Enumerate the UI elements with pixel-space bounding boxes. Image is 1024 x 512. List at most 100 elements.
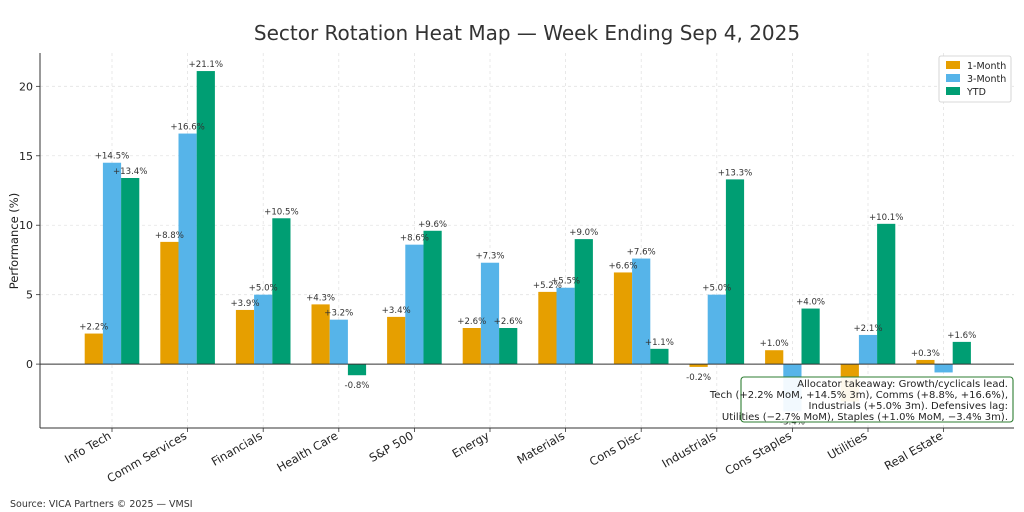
bar-ytd-health-care [347,364,367,376]
legend-label-1-month: 1-Month [967,61,1006,72]
x-tick-label: Comm Services [104,428,189,485]
bar-1-month-info-tech [84,333,103,365]
bar-3-month-real-estate [934,364,953,373]
bar-1-month-health-care [311,304,330,365]
annotation-line: Tech (+2.2% MoM, +14.5% 3m), Comms (+8.8… [709,390,1008,401]
y-axis-label: Performance (%) [7,193,21,289]
bar-1-month-cons-staples [765,350,784,365]
bar-1-month-cons-disc [613,272,633,365]
bar-ytd-info-tech [121,178,140,365]
data-label-1-month: +0.3% [911,349,940,359]
legend-label-ytd: YTD [966,87,986,98]
bar-ytd-cons-staples [801,308,820,365]
legend-swatch-1-month [946,61,960,69]
annotation-box: Allocator takeaway: Growth/cyclicals lea… [709,376,1014,423]
data-label-3-month: +5.0% [249,284,278,294]
data-label-3-month: +5.5% [551,277,580,287]
annotation-frame [740,376,1014,423]
y-tick-label: 5 [26,289,33,302]
x-tick-label: Industrials [659,428,718,470]
bar-3-month-financials [254,294,273,365]
bar-1-month-industrials [689,364,708,367]
y-tick-label: 10 [19,219,33,232]
bar-ytd-financials [272,218,291,365]
annotation-line: Utilities (−2.7% MoM), Staples (+1.0% Mo… [722,412,1008,423]
data-label-3-month: +14.5% [95,152,130,162]
bar-3-month-comm-services [178,133,197,365]
bar-ytd-comm-services [196,71,215,365]
data-label-ytd: +13.3% [718,168,753,178]
x-tick-label: Info Tech [62,428,113,466]
data-label-1-month: +2.2% [79,323,108,333]
data-label-3-month: +7.3% [475,252,504,262]
bar-1-month-materials [538,291,557,365]
x-tick-label: Cons Staples [722,428,793,477]
y-tick-label: 0 [26,358,33,371]
source-note: Source: VICA Partners © 2025 — VMSI [10,499,193,510]
y-tick-label: 20 [19,80,33,93]
data-label-ytd: +10.1% [869,213,904,223]
x-tick-label: Financials [209,428,265,468]
data-label-1-month: +3.4% [382,306,411,316]
bar-1-month-real-estate [916,359,935,365]
data-label-3-month: +5.0% [702,284,731,294]
data-label-1-month: +8.8% [155,231,184,241]
bar-ytd-real-estate [952,341,971,365]
legend-swatch-3-month [946,74,960,82]
data-label-1-month: +4.3% [306,293,335,303]
y-tick-label: 15 [19,150,33,163]
data-label-1-month: +2.6% [457,317,486,327]
data-label-1-month: +6.6% [608,261,637,271]
bar-3-month-cons-disc [632,258,651,365]
data-label-ytd: +1.6% [947,331,976,341]
bar-ytd-energy [499,328,518,365]
annotation-line: Industrials (+5.0% 3m). Defensives lag: [809,401,1008,412]
annotation-line: Allocator takeaway: Growth/cyclicals lea… [797,379,1008,390]
bars [84,71,971,412]
x-tick-label: Materials [514,428,567,466]
x-tick-label: Cons Disc [587,428,643,468]
data-label-3-month: +16.6% [170,123,205,133]
x-tick-label: Utilities [825,428,869,462]
x-tick-label: S&P 500 [367,428,416,465]
data-label-ytd: +9.0% [569,228,598,238]
bar-ytd-industrials [725,179,745,365]
bar-ytd-utilities [877,223,896,365]
bar-3-month-health-care [329,319,348,365]
data-label-ytd: +1.1% [645,338,674,348]
bar-3-month-info-tech [102,162,122,365]
data-label-1-month: -0.2% [686,373,711,383]
x-tick-label: Real Estate [882,428,945,473]
data-label-1-month: +1.0% [760,339,789,349]
data-label-3-month: +8.6% [400,234,429,244]
bar-ytd-s-p-500 [423,230,442,365]
data-label-ytd: +10.5% [264,207,299,217]
data-label-1-month: +3.9% [230,299,259,309]
data-label-3-month: +3.2% [324,309,353,319]
bar-1-month-comm-services [160,241,179,365]
bar-3-month-industrials [707,294,726,365]
x-tick-label: Energy [450,428,492,460]
bar-3-month-materials [556,287,575,365]
legend-swatch-ytd [946,87,960,95]
data-label-ytd: +2.6% [494,317,523,327]
bar-3-month-energy [480,262,500,365]
bar-ytd-cons-disc [650,348,669,365]
data-label-ytd: +9.6% [418,220,447,230]
data-label-ytd: +21.1% [189,60,224,70]
bar-3-month-s-p-500 [405,244,424,365]
data-label-ytd: +4.0% [796,298,825,308]
chart-title: Sector Rotation Heat Map — Week Ending S… [254,21,800,45]
data-label-ytd: -0.8% [345,381,370,391]
data-label-1-month: +5.2% [533,281,562,291]
bar-ytd-materials [574,239,593,365]
data-label-3-month: +2.1% [853,324,882,334]
bar-1-month-energy [462,328,481,365]
legend: 1-Month 3-Month YTD [938,55,1012,103]
legend-label-3-month: 3-Month [967,74,1006,85]
bar-1-month-s-p-500 [387,316,406,365]
x-tick-label: Health Care [274,428,340,474]
bar-1-month-financials [235,309,255,365]
bar-3-month-utilities [858,334,878,365]
